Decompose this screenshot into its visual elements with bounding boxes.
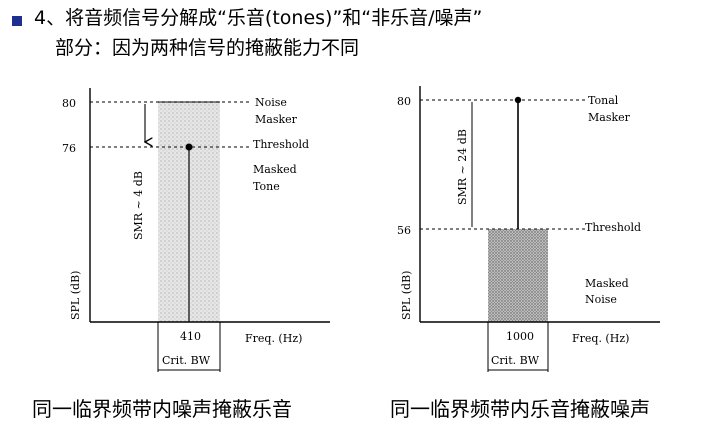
left-threshold-label: Threshold xyxy=(253,138,309,151)
left-y-axis-label: SPL (dB) xyxy=(69,271,82,320)
left-masker-line-2: Masker xyxy=(255,113,298,126)
right-y-axis-label: SPL (dB) xyxy=(400,271,413,320)
right-masked-line-1: Masked xyxy=(585,277,629,290)
right-masker-line-1: Tonal xyxy=(588,94,619,107)
right-figure: 80 56 1000 Freq. (Hz) Crit. BW SPL (dB) … xyxy=(397,86,660,372)
left-crit-bw-label: Crit. BW xyxy=(162,354,211,367)
right-caption: 同一临界频带内乐音掩蔽噪声 xyxy=(390,397,650,421)
left-y-tick-80: 80 xyxy=(62,97,76,110)
tonal-masker-dot xyxy=(514,96,522,104)
left-x-axis-label: Freq. (Hz) xyxy=(245,332,302,345)
right-masker-line-2: Masker xyxy=(588,111,631,124)
left-caption: 同一临界频带内噪声掩蔽乐音 xyxy=(32,397,292,421)
right-masked-line-2: Noise xyxy=(585,293,617,306)
heading-line-2: 部分：因为两种信号的掩蔽能力不同 xyxy=(55,37,360,59)
right-smr-label: SMR ~ 24 dB xyxy=(456,129,469,205)
left-y-tick-76: 76 xyxy=(62,142,76,155)
left-masked-line-2: Tone xyxy=(253,180,280,193)
right-y-tick-56: 56 xyxy=(397,224,411,237)
bullet-square-icon xyxy=(12,16,22,26)
right-y-tick-80: 80 xyxy=(397,95,411,108)
right-x-axis-label: Freq. (Hz) xyxy=(572,332,629,345)
slide-heading: 4、将音频信号分解成“乐音(tones)”和“非乐音/噪声” 部分：因为两种信号… xyxy=(0,0,712,70)
left-figure: 80 76 410 Freq. (Hz) Crit. BW SPL (dB) S… xyxy=(62,88,330,372)
left-x-tick: 410 xyxy=(180,330,201,343)
heading-line-1: 4、将音频信号分解成“乐音(tones)”和“非乐音/噪声” xyxy=(34,7,483,29)
masked-noise-band xyxy=(488,229,548,322)
right-x-tick: 1000 xyxy=(506,330,534,343)
right-threshold-label: Threshold xyxy=(585,221,641,234)
right-crit-bw-label: Crit. BW xyxy=(491,354,540,367)
masked-tone-dot xyxy=(185,143,193,151)
left-masked-line-1: Masked xyxy=(253,163,297,176)
left-masker-line-1: Noise xyxy=(255,96,287,109)
left-smr-label: SMR ~ 4 dB xyxy=(132,171,145,240)
